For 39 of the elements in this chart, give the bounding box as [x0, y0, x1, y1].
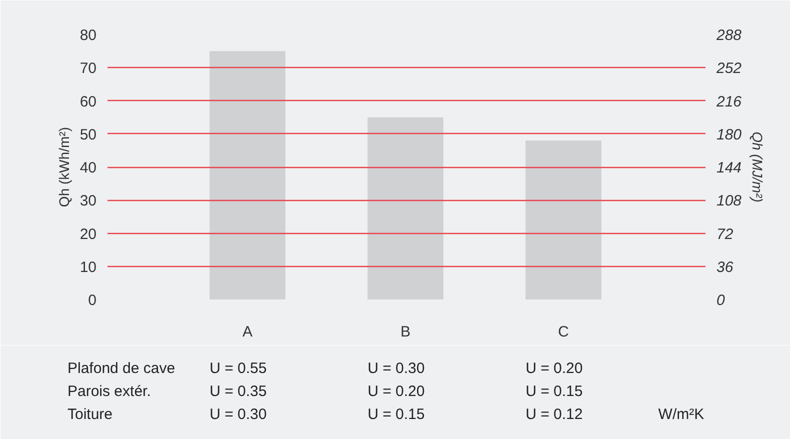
y2-tick-label: 0 [716, 292, 726, 309]
text: W/m²K [658, 406, 704, 423]
y-tick-label: 70 [80, 60, 97, 78]
x-tick-label: A [242, 324, 252, 340]
text: U = 0.15 [368, 406, 425, 423]
text: U = 0.55 [210, 360, 267, 377]
y2-tick-label: 216 [716, 93, 742, 110]
y-axis-title: Qh (kWh/m²) [56, 126, 72, 208]
y2-tick-label: 288 [716, 27, 742, 44]
text: U = 0.35 [210, 383, 267, 400]
y2-tick-label: 144 [716, 160, 742, 176]
text: U = 0.30 [210, 406, 267, 423]
text: U = 0.30 [368, 360, 425, 377]
x-tick-label: C [558, 324, 570, 340]
y2-tick-label: 108 [716, 192, 742, 210]
y-tick-label: 20 [80, 226, 97, 243]
y-tick-label: 60 [80, 93, 97, 110]
bar [210, 51, 286, 300]
y-tick-label: 0 [88, 292, 96, 309]
text: U = 0.12 [526, 406, 583, 423]
y2-tick-label: 36 [716, 258, 734, 276]
y2-tick-label: 180 [716, 126, 742, 144]
y-tick-label: 40 [80, 160, 97, 176]
bar [368, 117, 444, 300]
y-tick-label: 30 [80, 192, 97, 210]
x-tick-label: B [400, 324, 410, 340]
text: U = 0.15 [526, 383, 583, 400]
y2-tick-label: 252 [716, 60, 742, 78]
text: U = 0.20 [526, 360, 583, 377]
y-tick-label: 50 [80, 126, 97, 144]
bar [526, 140, 602, 300]
text: Plafond de cave [68, 360, 176, 377]
y2-axis-title: Qh (MJ/m²) [750, 132, 766, 202]
y-tick-label: 10 [80, 258, 97, 276]
y2-tick-label: 72 [716, 226, 734, 243]
text: Parois extér. [68, 383, 151, 400]
text: U = 0.20 [368, 383, 425, 400]
text: Toiture [68, 406, 113, 423]
y-tick-label: 80 [80, 27, 97, 44]
